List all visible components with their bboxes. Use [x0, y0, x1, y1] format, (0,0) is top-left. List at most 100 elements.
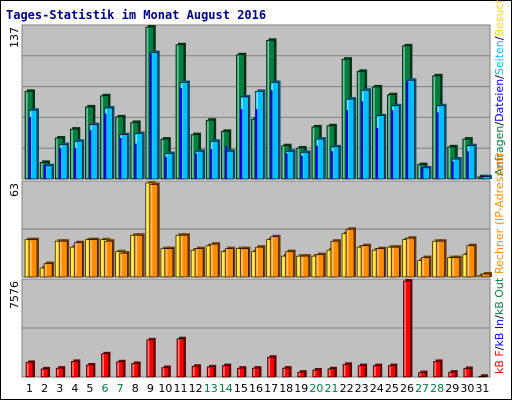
day-label: 22 — [340, 382, 354, 395]
kbytes-bar-highlight — [328, 369, 331, 376]
sites-bar-highlight — [271, 237, 274, 276]
day-label: 20 — [309, 382, 323, 395]
day-label: 19 — [294, 382, 308, 395]
kbytes-bar — [161, 367, 170, 378]
legend-sites: Rechner (IP-Adressen) — [493, 153, 506, 274]
sites-bar-highlight — [165, 249, 168, 276]
files-bar — [225, 145, 228, 179]
kbytes-bar-highlight — [72, 362, 74, 376]
sites-bar-highlight — [407, 239, 409, 276]
sites-bar — [164, 248, 174, 278]
pages-bar — [481, 176, 491, 180]
sites-bar — [89, 239, 98, 278]
sites-bar — [73, 242, 83, 278]
kbytes-bar — [191, 365, 200, 378]
hits-bar-highlight — [418, 165, 421, 178]
kbytes-bar-highlight — [177, 339, 180, 376]
kbytes-bar-highlight — [434, 362, 437, 376]
sites-bar-highlight — [135, 236, 138, 276]
day-label: 4 — [71, 382, 78, 395]
kbytes-bar-highlight — [344, 365, 346, 376]
sites-bar — [119, 252, 128, 278]
day-label: 26 — [400, 382, 414, 395]
hits-bar-highlight — [297, 148, 300, 178]
files-bar — [285, 153, 288, 179]
kbytes-bar — [116, 361, 124, 378]
hits-bar-highlight — [312, 127, 315, 178]
sites-bar-highlight — [377, 249, 379, 276]
visits-bar-highlight — [222, 252, 224, 276]
visits-bar-highlight — [433, 242, 436, 276]
files-bar — [300, 155, 303, 179]
hits-bar-highlight — [41, 163, 43, 178]
hits-bar-highlight — [373, 87, 375, 178]
hits-bar-highlight — [282, 146, 285, 178]
kbytes-bar — [282, 367, 290, 378]
sites-bar-highlight — [196, 249, 198, 276]
y-axis-max-label: 63 — [8, 183, 21, 197]
day-label: 29 — [445, 382, 459, 395]
visits-bar-highlight — [237, 249, 239, 276]
kbytes-bar-highlight — [117, 362, 120, 376]
kbytes-bar — [342, 364, 351, 378]
files-bar — [346, 110, 349, 179]
files-bar — [436, 112, 439, 179]
kbytes-bar-highlight — [223, 366, 225, 376]
day-label: 31 — [475, 382, 489, 395]
sites-bar-highlight — [316, 255, 319, 276]
visits-bar-highlight — [297, 257, 300, 276]
sites-bar — [481, 273, 491, 278]
visits-bar-highlight — [56, 242, 58, 276]
sites-bar — [300, 255, 310, 278]
legend-kbytes: kB F/kB In/kB Out — [493, 277, 506, 374]
sites-bar — [466, 245, 476, 278]
kbytes-bar-highlight — [87, 365, 89, 376]
hits-bar-highlight — [343, 60, 345, 178]
hits-bar-highlight — [56, 138, 58, 178]
files-bar — [315, 145, 318, 179]
kbytes-bar-highlight — [208, 367, 210, 376]
hits-bar-highlight — [433, 76, 436, 178]
hits-bar-highlight — [252, 120, 254, 178]
day-label: 16 — [249, 382, 263, 395]
sites-bar — [436, 240, 445, 278]
sites-bar — [179, 234, 189, 278]
hits-bar-highlight — [448, 147, 451, 178]
day-label: 10 — [158, 382, 172, 395]
visits-bar-highlight — [463, 255, 466, 276]
sites-bar — [255, 246, 264, 278]
visits-bar-highlight — [131, 236, 134, 276]
visits-bar-highlight — [373, 251, 375, 276]
visits-bar-highlight — [252, 252, 254, 276]
kbytes-bar-highlight — [389, 366, 391, 376]
hits-bar-highlight — [388, 95, 390, 178]
sites-bar — [209, 243, 219, 278]
hits-bar-highlight — [207, 121, 209, 178]
sites-bar-highlight — [331, 242, 334, 276]
hits-bar-highlight — [71, 130, 73, 178]
kbytes-bar-highlight — [374, 366, 376, 376]
files-bar — [44, 164, 47, 179]
files-bar — [59, 147, 62, 179]
day-label: 3 — [56, 382, 63, 395]
day-label: 13 — [204, 382, 218, 395]
visits-bar-highlight — [403, 240, 405, 276]
hits-bar-highlight — [131, 123, 134, 178]
sites-bar-highlight — [286, 252, 289, 276]
legend-hits-files-pages-visits: Anfragen/Dateien/Seiten/Besuche — [493, 0, 506, 176]
visits-bar-highlight — [192, 251, 194, 276]
kbytes-bar-highlight — [419, 373, 422, 376]
visits-bar-highlight — [161, 249, 164, 276]
day-label: 11 — [174, 382, 188, 395]
hits-bar-highlight — [192, 135, 194, 178]
visits-bar-highlight — [146, 184, 149, 276]
kbytes-bar-highlight — [102, 354, 104, 376]
files-bar — [376, 127, 379, 179]
hits-bar-highlight — [463, 140, 466, 178]
visits-bar-highlight — [358, 248, 360, 276]
files-bar — [451, 161, 454, 179]
day-label: 28 — [430, 382, 444, 395]
kbytes-bar-highlight — [162, 368, 165, 376]
sites-bar-highlight — [75, 243, 77, 276]
kbytes-bar-highlight — [42, 369, 44, 376]
